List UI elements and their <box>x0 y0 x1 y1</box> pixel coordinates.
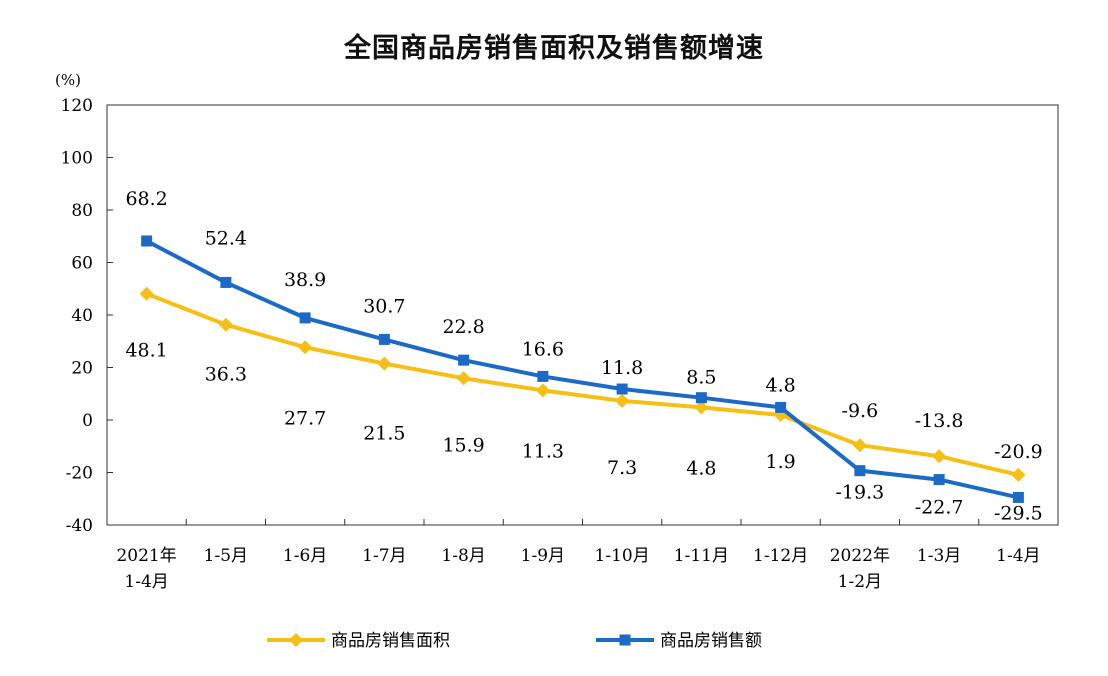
data-point-marker <box>139 286 154 301</box>
data-label: 11.8 <box>601 357 643 379</box>
y-axis: 120 100 80 60 40 20 0 -20 -40 (%) <box>55 71 113 536</box>
data-label: 15.9 <box>442 434 484 456</box>
data-point-marker <box>932 449 947 464</box>
data-point-marker <box>775 401 787 413</box>
data-point-marker <box>695 392 707 404</box>
data-label: 22.8 <box>442 316 484 338</box>
data-point-marker <box>141 235 153 247</box>
y-tick-label: 80 <box>71 201 93 221</box>
data-point-marker <box>299 312 311 324</box>
data-label: 8.5 <box>686 367 716 389</box>
data-label: -29.5 <box>994 502 1043 524</box>
data-point-marker <box>377 356 392 371</box>
data-label: 68.2 <box>125 188 167 210</box>
data-label: 30.7 <box>363 295 405 317</box>
x-tick-label: 1-10月 <box>595 546 650 566</box>
data-point-marker <box>852 438 867 453</box>
x-axis: 2021年 1-4月 1-5月 1-6月 1-7月 1-8月 1-9月 1-10月 1-11月 1… <box>116 519 1041 592</box>
data-label: 21.5 <box>363 423 405 445</box>
legend: 商品房销售面积 商品房销售额 <box>267 631 762 651</box>
data-label: 48.1 <box>125 340 167 362</box>
data-point-marker <box>615 393 630 408</box>
y-tick-label: 0 <box>82 411 93 431</box>
data-point-marker <box>694 400 709 415</box>
y-tick-label: 120 <box>61 96 93 116</box>
y-tick-label: 100 <box>61 149 93 169</box>
x-tick-label: 1-11月 <box>674 546 729 566</box>
data-label: 16.6 <box>522 338 564 360</box>
data-point-marker <box>933 474 945 486</box>
legend-label: 商品房销售额 <box>660 631 762 651</box>
data-label: -13.8 <box>915 410 964 432</box>
x-tick-label: 1-8月 <box>441 546 485 566</box>
x-tick-label: 1-5月 <box>204 546 248 566</box>
data-label: -20.9 <box>994 441 1043 463</box>
x-tick-label: 1-12月 <box>753 546 808 566</box>
data-point-marker <box>1012 491 1024 503</box>
y-tick-label: 40 <box>71 306 93 326</box>
data-label: 38.9 <box>284 269 326 291</box>
data-point-marker <box>378 333 390 345</box>
x-tick-label: 1-2月 <box>838 572 882 592</box>
data-label: 4.8 <box>766 374 796 396</box>
legend-label: 商品房销售面积 <box>331 631 450 651</box>
series-area-layer: 48.1 36.3 27.7 21.5 15.9 11.3 7.3 4.8 1.9 -9.6 -13… <box>125 286 1043 482</box>
y-tick-label: -40 <box>66 516 93 536</box>
x-tick-label: 2022年 <box>830 546 890 566</box>
x-tick-label: 1-3月 <box>917 546 961 566</box>
legend-marker <box>619 634 631 646</box>
data-point-marker <box>854 465 866 477</box>
data-label: 1.9 <box>766 451 796 473</box>
data-point-marker <box>1011 467 1026 482</box>
data-label: -19.3 <box>836 482 885 504</box>
data-point-marker <box>616 383 628 395</box>
y-tick-label: -20 <box>66 464 93 484</box>
x-tick-label: 2021年 <box>116 546 176 566</box>
data-point-marker <box>456 371 471 386</box>
x-tick-label: 1-4月 <box>124 572 168 592</box>
data-point-marker <box>218 317 233 332</box>
data-label: 27.7 <box>284 407 326 429</box>
x-tick-label: 1-4月 <box>996 546 1040 566</box>
y-tick-label: 20 <box>71 359 93 379</box>
data-point-marker <box>458 354 470 366</box>
y-unit-label: (%) <box>55 71 81 89</box>
data-point-marker <box>537 370 549 382</box>
series-amount-layer: 68.2 52.4 38.9 30.7 22.8 16.6 11.8 8.5 4.8 -19.3 -… <box>125 188 1042 524</box>
data-label: 52.4 <box>205 227 247 249</box>
data-point-marker <box>220 276 232 288</box>
data-label: -9.6 <box>842 400 879 422</box>
legend-marker <box>289 633 303 647</box>
x-tick-label: 1-6月 <box>283 546 327 566</box>
y-tick-label: 60 <box>71 254 93 274</box>
data-label: 11.3 <box>522 440 564 462</box>
data-point-marker <box>298 340 313 355</box>
chart-title: 全国商品房销售面积及销售额增速 <box>344 33 764 64</box>
data-label: 4.8 <box>686 457 716 479</box>
x-tick-label: 1-7月 <box>362 546 406 566</box>
series-line <box>145 291 1019 477</box>
data-point-marker <box>535 383 550 398</box>
data-label: -22.7 <box>915 497 964 519</box>
data-label: 36.3 <box>205 364 247 386</box>
x-tick-label: 1-9月 <box>521 546 565 566</box>
data-label: 7.3 <box>607 457 637 479</box>
plot-area-frame <box>106 104 1059 526</box>
series-line <box>145 239 1019 500</box>
